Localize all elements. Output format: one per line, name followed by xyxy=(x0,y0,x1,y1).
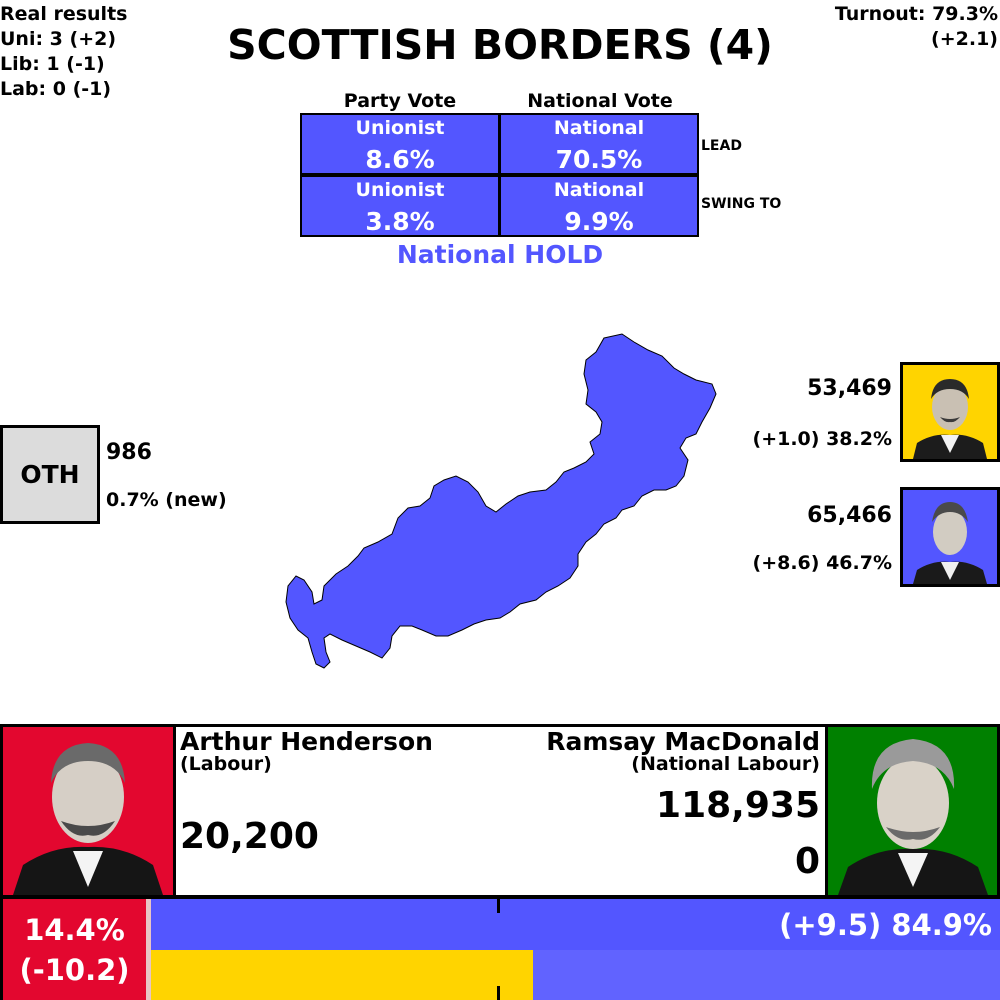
cell-value: 9.9% xyxy=(564,207,634,236)
cell-value: 8.6% xyxy=(365,145,435,174)
lead-label: LEAD xyxy=(701,138,742,154)
liberal-share: (+1.0) 38.2% xyxy=(752,428,892,450)
right-candidate-photo xyxy=(825,724,1000,898)
turnout-value: Turnout: 79.3% xyxy=(834,3,998,25)
right-candidate-party: (National Labour) xyxy=(631,753,820,775)
swing-party-vote-cell: Unionist 3.8% xyxy=(300,175,500,237)
left-candidate-share: 14.4% xyxy=(24,913,125,947)
others-box: OTH xyxy=(0,425,100,524)
national-vote-header: National Vote xyxy=(527,90,673,112)
lead-national-vote-cell: National 70.5% xyxy=(499,113,699,175)
real-results-line: Lab: 0 (-1) xyxy=(0,78,112,100)
swing-national-vote-cell: National 9.9% xyxy=(499,175,699,237)
liberal-candidate-photo xyxy=(900,362,1000,462)
winner-share-bar xyxy=(151,899,1000,950)
left-candidate-party: (Labour) xyxy=(180,753,272,775)
right-candidate-name: Ramsay MacDonald xyxy=(546,727,820,756)
unionist-share: (+8.6) 46.7% xyxy=(752,552,892,574)
winner-share-label: (+9.5) 84.9% xyxy=(779,908,992,942)
unionist-votes: 65,466 xyxy=(807,503,892,528)
cell-value: 3.8% xyxy=(365,207,435,236)
real-results-heading: Real results xyxy=(0,3,128,25)
portrait-icon xyxy=(13,743,163,895)
lead-party-vote-cell: Unionist 8.6% xyxy=(300,113,500,175)
others-share: 0.7% (new) xyxy=(106,489,227,511)
cell-party: Unionist xyxy=(355,117,445,139)
swing-label: SWING TO xyxy=(701,196,782,212)
national-share-bar xyxy=(533,950,1000,1000)
cell-party: Unionist xyxy=(355,179,445,201)
unionist-candidate-photo xyxy=(900,487,1000,587)
party-vote-header: Party Vote xyxy=(343,90,457,112)
left-candidate-photo xyxy=(0,724,176,898)
majority-marker xyxy=(497,986,500,1000)
right-candidate-votes: 118,935 xyxy=(656,785,820,826)
cell-party: National xyxy=(553,179,645,201)
cell-party: National xyxy=(553,117,645,139)
page-title: SCOTTISH BORDERS (4) xyxy=(227,21,773,69)
liberal-share-bar xyxy=(151,950,533,1000)
turnout-panel: Turnout: 79.3% (+2.1) xyxy=(835,2,998,52)
constituency-map xyxy=(285,333,717,669)
others-votes: 986 xyxy=(106,440,152,465)
right-candidate-change: 0 xyxy=(794,841,820,882)
majority-marker xyxy=(497,899,500,913)
liberal-votes: 53,469 xyxy=(807,376,892,401)
cell-value: 70.5% xyxy=(555,145,643,174)
constituency-shape xyxy=(285,333,717,669)
left-candidate-name: Arthur Henderson xyxy=(180,727,433,756)
outcome-label: National HOLD xyxy=(396,240,604,269)
real-results-line: Uni: 3 (+2) xyxy=(0,28,117,50)
others-label: OTH xyxy=(20,460,80,489)
left-candidate-share-box: 14.4% (-10.2) xyxy=(0,899,146,1000)
bottom-panel xyxy=(0,724,1000,1000)
portrait-icon xyxy=(838,739,988,895)
left-candidate-share-change: (-10.2) xyxy=(19,953,130,987)
real-results-line: Lib: 1 (-1) xyxy=(0,53,105,75)
bar-divider xyxy=(146,899,151,1000)
vote-share-bar xyxy=(0,895,1000,1000)
turnout-change: (+2.1) xyxy=(931,28,998,50)
left-candidate-votes: 20,200 xyxy=(180,816,319,857)
portrait-icon xyxy=(913,502,987,584)
real-results-panel: Real results Uni: 3 (+2) Lib: 1 (-1) Lab… xyxy=(0,2,127,102)
portrait-icon xyxy=(913,379,987,459)
